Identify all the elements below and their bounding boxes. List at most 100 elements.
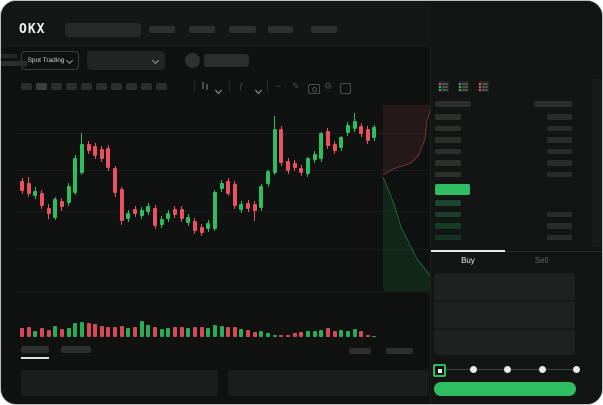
book-both-icon[interactable] bbox=[438, 81, 449, 92]
candle-body bbox=[86, 144, 91, 152]
volume-bar bbox=[179, 326, 184, 337]
tab-buy[interactable]: Buy bbox=[461, 256, 475, 265]
candle-body bbox=[272, 128, 277, 173]
interval-button[interactable] bbox=[81, 83, 92, 90]
candle-body bbox=[39, 193, 44, 207]
chevron-down-icon[interactable] bbox=[214, 85, 223, 95]
form-divider bbox=[434, 328, 575, 330]
stat-value-placeholder bbox=[1, 61, 27, 66]
bid-price-bar bbox=[435, 223, 461, 229]
interval-button[interactable] bbox=[21, 83, 32, 90]
slider-step-dot[interactable] bbox=[538, 366, 546, 373]
candle-body bbox=[106, 148, 111, 168]
interval-button[interactable] bbox=[126, 83, 137, 90]
bid-amount-bar bbox=[547, 223, 572, 229]
volume-bar bbox=[139, 321, 144, 337]
volume-bar bbox=[99, 325, 104, 337]
interval-button[interactable] bbox=[156, 83, 167, 90]
volume-bar bbox=[93, 324, 98, 337]
candle-body bbox=[73, 158, 78, 194]
range-option-placeholder[interactable] bbox=[349, 348, 371, 354]
fullscreen-icon[interactable] bbox=[340, 83, 351, 96]
volume-bar bbox=[365, 335, 370, 337]
orderbook-scroll-gutter[interactable] bbox=[592, 79, 602, 247]
volume-bar bbox=[79, 321, 84, 337]
candle-body bbox=[226, 180, 231, 194]
interval-button[interactable] bbox=[111, 83, 122, 90]
candle-body bbox=[352, 121, 357, 129]
chevron-down-icon bbox=[151, 56, 160, 65]
volume-bar bbox=[146, 325, 151, 337]
tab-sell[interactable]: Sell bbox=[534, 256, 549, 265]
volume-bar bbox=[159, 329, 164, 337]
pair-selector[interactable] bbox=[87, 51, 165, 70]
market-type-selector[interactable]: Spot Trading bbox=[21, 51, 79, 70]
bottom-tab-placeholder[interactable] bbox=[21, 346, 49, 353]
orderbook-header-amount bbox=[534, 101, 572, 107]
nav-item-placeholder[interactable] bbox=[311, 26, 337, 33]
book-bids-icon[interactable] bbox=[458, 81, 469, 92]
candle-body bbox=[325, 131, 330, 146]
candle-body bbox=[53, 199, 58, 218]
settings-icon[interactable]: ⚙ bbox=[324, 81, 333, 91]
last-price-highlight bbox=[435, 184, 470, 195]
ask-amount-bar bbox=[547, 125, 572, 131]
volume-bar bbox=[279, 335, 284, 337]
search-input[interactable] bbox=[65, 23, 141, 37]
candle-body bbox=[299, 167, 304, 173]
candle-body bbox=[126, 213, 131, 220]
amount-field[interactable] bbox=[434, 302, 575, 328]
buy-submit-button[interactable] bbox=[434, 382, 576, 396]
candle-body bbox=[133, 209, 138, 214]
total-field[interactable] bbox=[434, 330, 575, 355]
range-option-placeholder[interactable] bbox=[386, 348, 413, 354]
indicator-icon[interactable]: ƒ bbox=[239, 82, 244, 91]
volume-bar bbox=[266, 332, 271, 337]
slider-step-dot[interactable] bbox=[469, 366, 477, 373]
candle-wick bbox=[254, 200, 256, 221]
candle-body bbox=[345, 125, 350, 133]
candle-body bbox=[359, 125, 364, 134]
interval-button[interactable] bbox=[96, 83, 107, 90]
volume-bar bbox=[259, 331, 264, 337]
slider-step-dot[interactable] bbox=[573, 366, 580, 373]
interval-button[interactable] bbox=[51, 83, 62, 90]
book-asks-icon[interactable] bbox=[478, 81, 489, 92]
price-field[interactable] bbox=[434, 273, 575, 300]
volume-bar bbox=[192, 327, 197, 337]
volume-bar bbox=[33, 330, 38, 337]
camera-icon[interactable] bbox=[308, 84, 320, 96]
draw-tool-icon[interactable]: ✎ bbox=[292, 81, 300, 91]
candle-body bbox=[159, 219, 164, 225]
last-price-placeholder bbox=[204, 54, 249, 67]
nav-item-placeholder[interactable] bbox=[268, 26, 293, 33]
slider-handle[interactable] bbox=[433, 364, 446, 377]
interval-button[interactable] bbox=[36, 83, 47, 90]
volume-bar bbox=[113, 327, 118, 337]
volume-bar bbox=[239, 329, 244, 337]
volume-bar bbox=[272, 335, 277, 337]
ask-price-bar bbox=[435, 125, 461, 131]
volume-bar bbox=[286, 335, 290, 337]
bottom-tab-placeholder[interactable] bbox=[61, 346, 91, 353]
bid-amount-bar bbox=[547, 211, 572, 217]
chevron-down-icon[interactable] bbox=[254, 85, 263, 95]
ask-amount-bar bbox=[547, 114, 572, 120]
interval-button[interactable] bbox=[141, 83, 152, 90]
line-tool-icon[interactable]: ~ bbox=[276, 81, 282, 91]
volume-bar bbox=[212, 325, 217, 337]
chevron-down-icon bbox=[66, 56, 74, 65]
nav-item-placeholder[interactable] bbox=[149, 26, 175, 33]
volume-bar bbox=[372, 335, 377, 337]
volume-bar bbox=[186, 328, 191, 337]
interval-button[interactable] bbox=[66, 83, 77, 90]
nav-item-placeholder[interactable] bbox=[189, 26, 215, 33]
volume-bar bbox=[325, 328, 330, 337]
active-tab-indicator bbox=[431, 250, 505, 252]
volume-bar bbox=[66, 328, 71, 337]
bid-price-bar bbox=[435, 200, 461, 206]
nav-item-placeholder[interactable] bbox=[229, 26, 256, 33]
toolbar-divider bbox=[267, 80, 268, 92]
bottom-panel-placeholder bbox=[21, 370, 218, 396]
slider-step-dot[interactable] bbox=[504, 366, 511, 373]
